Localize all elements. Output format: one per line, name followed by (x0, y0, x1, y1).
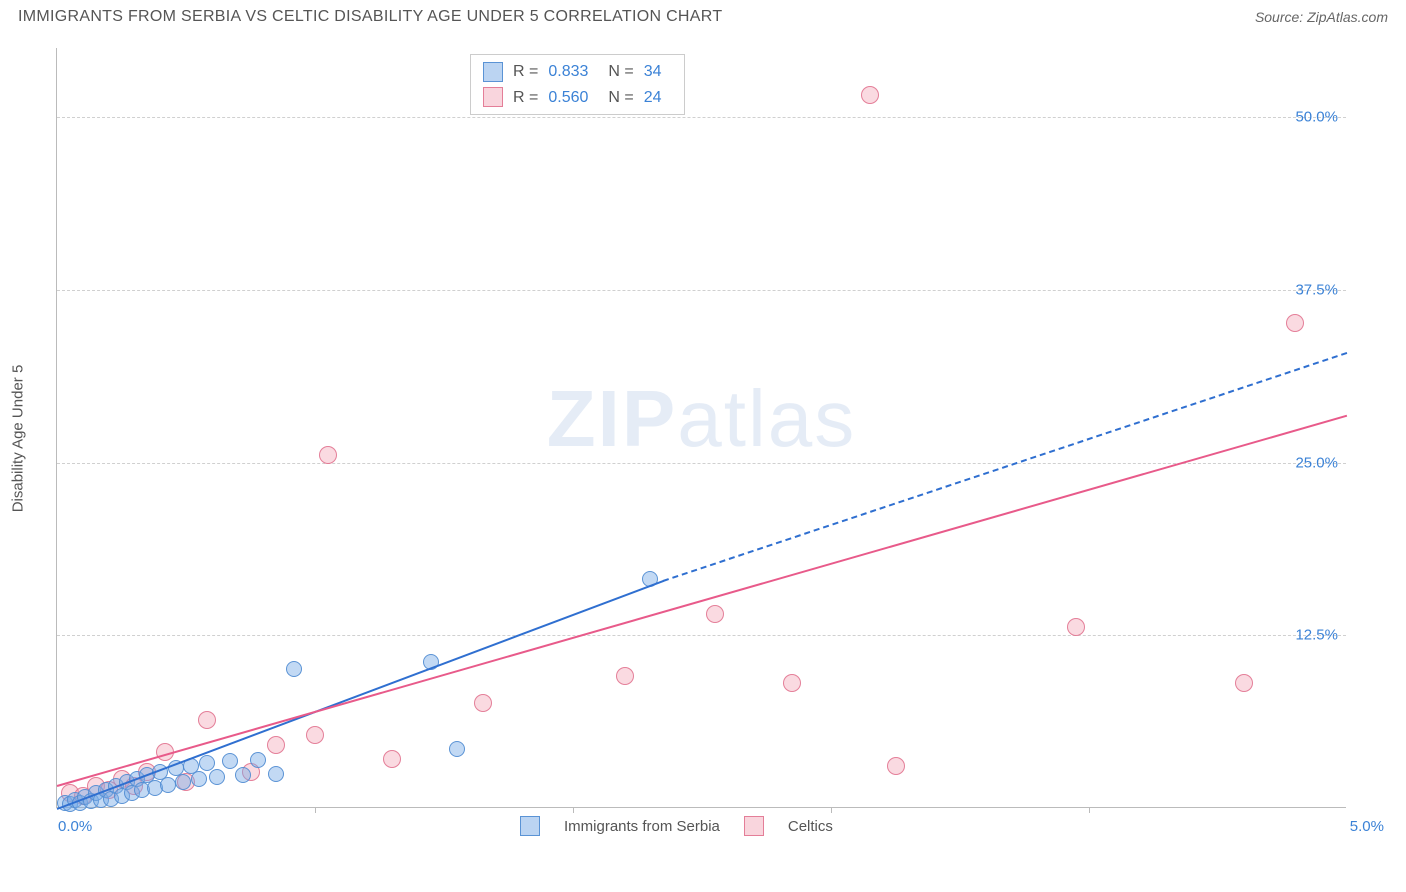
gridline-h (57, 635, 1346, 636)
data-point (199, 755, 215, 771)
legend-swatch-blue (520, 816, 540, 836)
data-point (449, 741, 465, 757)
x-max-label: 5.0% (1350, 818, 1384, 835)
trend-line (663, 352, 1347, 582)
gridline-h (57, 463, 1346, 464)
trend-line (57, 414, 1348, 786)
source-attribution: Source: ZipAtlas.com (1255, 9, 1388, 25)
stats-row-1: R = 0.833 N = 34 (483, 59, 672, 85)
y-tick-label: 12.5% (1295, 627, 1338, 644)
gridline-h (57, 117, 1346, 118)
data-point (1067, 618, 1085, 636)
data-point (286, 661, 302, 677)
x-origin-label: 0.0% (58, 818, 92, 835)
data-point (267, 736, 285, 754)
stats-row-2: R = 0.560 N = 24 (483, 85, 672, 111)
data-point (783, 674, 801, 692)
data-point (268, 766, 284, 782)
data-point (706, 605, 724, 623)
data-point (616, 667, 634, 685)
x-tick (1089, 807, 1090, 813)
trend-line (57, 580, 664, 810)
stats-swatch-blue (483, 62, 503, 82)
correlation-stats-box: R = 0.833 N = 34 R = 0.560 N = 24 (470, 54, 685, 115)
legend-swatch-pink (744, 816, 764, 836)
x-tick (831, 807, 832, 813)
data-point (175, 774, 191, 790)
data-point (887, 757, 905, 775)
y-axis-label: Disability Age Under 5 (10, 365, 27, 513)
y-tick-label: 25.0% (1295, 454, 1338, 471)
data-point (160, 777, 176, 793)
legend-label-2: Celtics (788, 818, 833, 835)
series-legend: Immigrants from Serbia Celtics (520, 816, 833, 836)
y-tick-label: 37.5% (1295, 281, 1338, 298)
watermark: ZIPatlas (547, 372, 856, 464)
data-point (383, 750, 401, 768)
data-point (198, 711, 216, 729)
data-point (222, 753, 238, 769)
scatter-plot-area: ZIPatlas 12.5% 25.0% 37.5% 50.0% (56, 48, 1346, 808)
data-point (861, 86, 879, 104)
data-point (1235, 674, 1253, 692)
stats-swatch-pink (483, 87, 503, 107)
gridline-h (57, 290, 1346, 291)
data-point (474, 694, 492, 712)
legend-label-1: Immigrants from Serbia (564, 818, 720, 835)
x-tick (573, 807, 574, 813)
chart-title: IMMIGRANTS FROM SERBIA VS CELTIC DISABIL… (18, 8, 722, 26)
data-point (191, 771, 207, 787)
data-point (306, 726, 324, 744)
data-point (250, 752, 266, 768)
data-point (319, 446, 337, 464)
x-tick (315, 807, 316, 813)
data-point (1286, 314, 1304, 332)
data-point (209, 769, 225, 785)
y-tick-label: 50.0% (1295, 109, 1338, 126)
data-point (235, 767, 251, 783)
